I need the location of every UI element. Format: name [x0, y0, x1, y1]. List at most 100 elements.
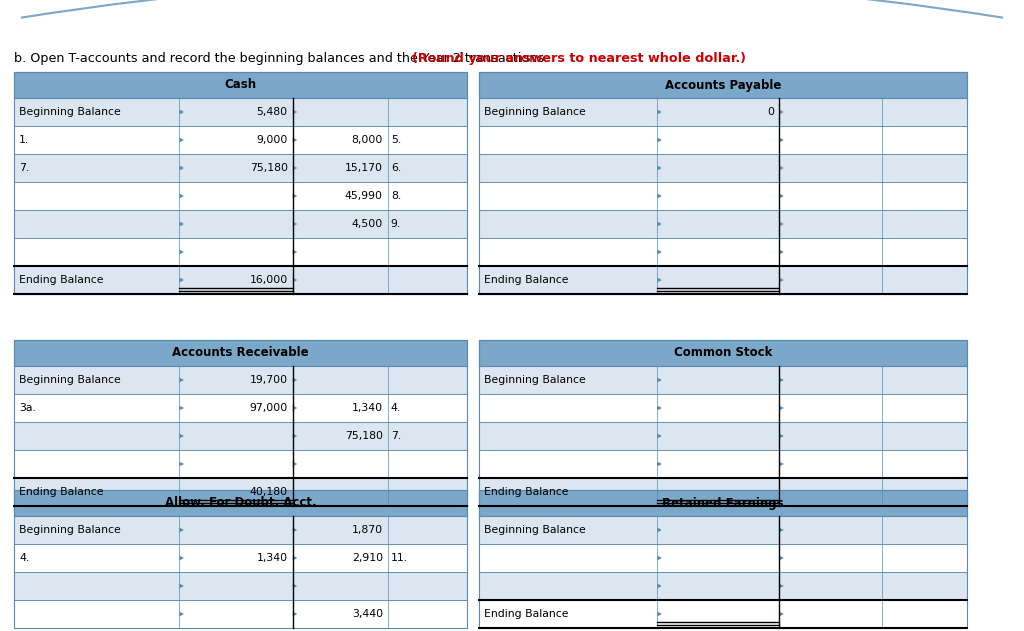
Polygon shape — [779, 194, 783, 199]
Polygon shape — [179, 110, 184, 114]
Bar — [14, 72, 467, 294]
Polygon shape — [779, 433, 783, 439]
FancyBboxPatch shape — [14, 72, 467, 98]
Polygon shape — [293, 406, 297, 411]
Bar — [14, 572, 467, 600]
Bar — [14, 516, 467, 544]
Text: 15,170: 15,170 — [345, 163, 383, 173]
Text: Beginning Balance: Beginning Balance — [484, 375, 586, 385]
Polygon shape — [179, 278, 184, 283]
Polygon shape — [779, 249, 783, 254]
Bar — [14, 478, 467, 506]
Polygon shape — [293, 249, 297, 254]
Polygon shape — [179, 461, 184, 466]
Text: 6.: 6. — [391, 163, 401, 173]
Polygon shape — [779, 611, 783, 616]
Polygon shape — [293, 165, 297, 170]
Text: 5,480: 5,480 — [257, 107, 288, 117]
Bar — [479, 490, 968, 628]
Text: 7.: 7. — [391, 431, 401, 441]
Bar — [479, 266, 968, 294]
Bar — [479, 154, 968, 182]
Polygon shape — [657, 110, 662, 114]
FancyBboxPatch shape — [479, 72, 968, 98]
Text: 4.: 4. — [19, 553, 30, 563]
Bar — [14, 490, 467, 628]
Text: 8.: 8. — [391, 191, 401, 201]
Polygon shape — [179, 528, 184, 533]
Bar — [14, 182, 467, 210]
Bar — [14, 600, 467, 628]
Polygon shape — [293, 490, 297, 495]
Text: 8,000: 8,000 — [351, 135, 383, 145]
Bar — [479, 544, 968, 572]
Polygon shape — [293, 194, 297, 199]
Polygon shape — [657, 584, 662, 589]
Polygon shape — [657, 611, 662, 616]
Text: 9,000: 9,000 — [256, 135, 288, 145]
Text: 2,910: 2,910 — [352, 553, 383, 563]
Bar — [14, 422, 467, 450]
Polygon shape — [779, 461, 783, 466]
Polygon shape — [179, 221, 184, 227]
Polygon shape — [179, 490, 184, 495]
Bar — [479, 98, 968, 126]
Text: Accounts Receivable: Accounts Receivable — [172, 346, 309, 360]
Text: Accounts Payable: Accounts Payable — [665, 78, 781, 91]
Text: 4.: 4. — [391, 403, 401, 413]
Polygon shape — [179, 249, 184, 254]
Polygon shape — [179, 433, 184, 439]
Text: Beginning Balance: Beginning Balance — [19, 107, 121, 117]
Polygon shape — [179, 555, 184, 560]
Polygon shape — [293, 528, 297, 533]
Polygon shape — [779, 584, 783, 589]
Text: 0: 0 — [767, 107, 774, 117]
Polygon shape — [779, 490, 783, 495]
Polygon shape — [779, 528, 783, 533]
Text: 97,000: 97,000 — [250, 403, 288, 413]
Polygon shape — [179, 377, 184, 382]
Text: Common Stock: Common Stock — [674, 346, 772, 360]
Bar — [14, 238, 467, 266]
Polygon shape — [293, 221, 297, 227]
Text: 45,990: 45,990 — [345, 191, 383, 201]
Polygon shape — [293, 584, 297, 589]
Polygon shape — [657, 377, 662, 382]
Text: 9.: 9. — [391, 219, 401, 229]
Bar — [479, 422, 968, 450]
Text: Ending Balance: Ending Balance — [19, 487, 103, 497]
Text: Allow. For Doubt. Acct.: Allow. For Doubt. Acct. — [165, 497, 316, 509]
Bar — [479, 366, 968, 394]
FancyBboxPatch shape — [479, 340, 968, 366]
Text: (Round your answers to nearest whole dollar.): (Round your answers to nearest whole dol… — [412, 52, 745, 65]
Text: Ending Balance: Ending Balance — [484, 487, 568, 497]
Bar — [479, 210, 968, 238]
Polygon shape — [179, 406, 184, 411]
Bar — [479, 394, 968, 422]
Text: Retained Earnings: Retained Earnings — [663, 497, 784, 509]
Text: 3,440: 3,440 — [352, 609, 383, 619]
Polygon shape — [779, 406, 783, 411]
Polygon shape — [657, 194, 662, 199]
Polygon shape — [779, 138, 783, 143]
Text: 19,700: 19,700 — [250, 375, 288, 385]
Bar — [14, 98, 467, 126]
Bar — [479, 126, 968, 154]
Polygon shape — [293, 461, 297, 466]
Bar — [479, 182, 968, 210]
Text: Ending Balance: Ending Balance — [484, 275, 568, 285]
Text: Ending Balance: Ending Balance — [484, 609, 568, 619]
Text: Beginning Balance: Beginning Balance — [19, 525, 121, 535]
Text: 3a.: 3a. — [19, 403, 36, 413]
Bar — [479, 340, 968, 506]
Polygon shape — [179, 611, 184, 616]
Text: 5.: 5. — [391, 135, 401, 145]
Text: 40,180: 40,180 — [250, 487, 288, 497]
Polygon shape — [657, 433, 662, 439]
Polygon shape — [293, 611, 297, 616]
Text: 1.: 1. — [19, 135, 30, 145]
Text: Beginning Balance: Beginning Balance — [484, 525, 586, 535]
Text: 75,180: 75,180 — [345, 431, 383, 441]
Text: Ending Balance: Ending Balance — [19, 275, 103, 285]
Text: 11.: 11. — [391, 553, 408, 563]
